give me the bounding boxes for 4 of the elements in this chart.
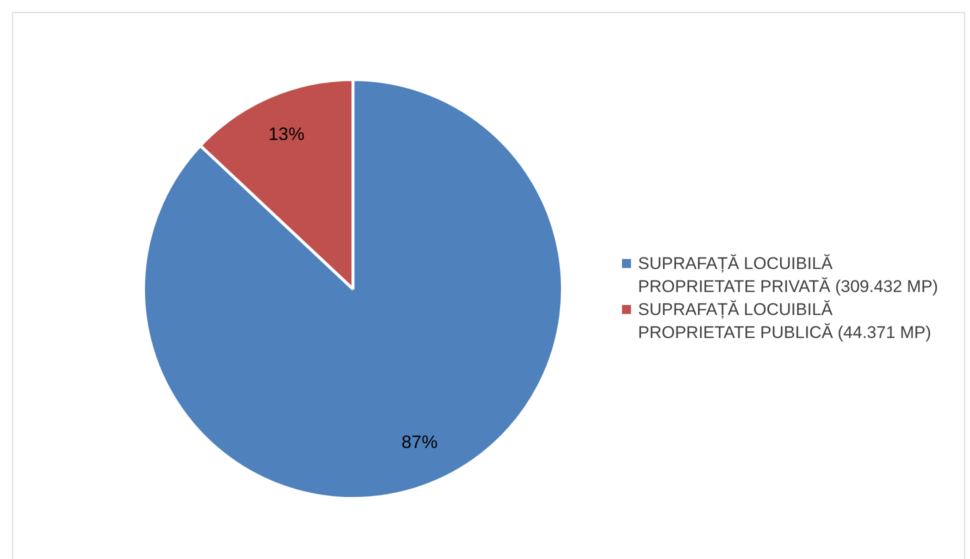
legend-label: SUPRAFAȚĂ LOCUIBILĂ PROPRIETATE PUBLICĂ (44.371 MP) (638, 300, 932, 342)
data-label: 87% (402, 432, 438, 452)
data-label: 13% (268, 124, 304, 144)
legend-label: SUPRAFAȚĂ LOCUIBILĂ PROPRIETATE PRIVATĂ (309.432 MP) (638, 254, 938, 296)
